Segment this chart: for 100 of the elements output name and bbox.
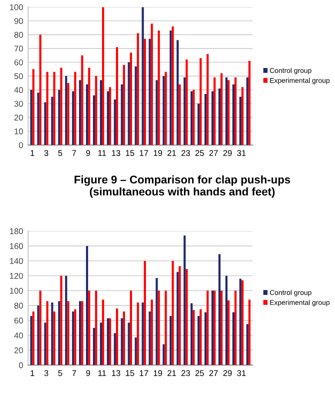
bar bbox=[206, 290, 209, 366]
x-tick-label: 15 bbox=[126, 370, 134, 376]
x-tick-label: 13 bbox=[112, 150, 120, 156]
bar bbox=[95, 290, 98, 366]
bar bbox=[186, 269, 188, 366]
y-tick-label: 50 bbox=[14, 73, 23, 80]
bar bbox=[100, 322, 102, 366]
bar bbox=[51, 302, 54, 366]
bar bbox=[241, 280, 244, 366]
bar bbox=[211, 91, 214, 146]
x-tick-label: 3 bbox=[44, 370, 48, 376]
bar bbox=[186, 59, 188, 146]
bar bbox=[134, 338, 137, 366]
y-tick-label: 40 bbox=[14, 332, 23, 338]
bar bbox=[241, 87, 244, 146]
bar bbox=[248, 60, 250, 146]
x-tick-label: 19 bbox=[154, 370, 162, 376]
x-tick-label: 1 bbox=[30, 150, 34, 156]
bar bbox=[234, 77, 237, 146]
x-tick-label: 9 bbox=[86, 150, 90, 156]
bar bbox=[206, 54, 209, 146]
bar bbox=[232, 312, 234, 366]
bar bbox=[130, 290, 132, 366]
x-tick-label: 13 bbox=[112, 370, 120, 376]
bar bbox=[178, 84, 181, 146]
y-tick-label: 180 bbox=[10, 228, 23, 234]
bar bbox=[214, 77, 216, 146]
bar bbox=[218, 88, 221, 146]
bar bbox=[122, 311, 126, 366]
y-tick-label: 80 bbox=[14, 32, 23, 38]
bar bbox=[37, 306, 40, 366]
bar bbox=[218, 254, 221, 366]
bar bbox=[200, 58, 202, 146]
bar bbox=[225, 276, 228, 366]
bar bbox=[30, 316, 32, 366]
bar bbox=[100, 80, 102, 146]
x-tick-label: 15 bbox=[126, 150, 134, 156]
bar bbox=[176, 272, 179, 366]
y-tick-label: 140 bbox=[10, 258, 23, 264]
y-tick-label: 0 bbox=[18, 142, 23, 148]
bar bbox=[81, 55, 84, 146]
y-tick-label: 70 bbox=[14, 46, 23, 52]
x-tick-label: 9 bbox=[86, 370, 90, 376]
bar bbox=[114, 333, 116, 366]
bar bbox=[72, 91, 74, 146]
bar bbox=[39, 34, 42, 146]
x-tick-label: 31 bbox=[237, 150, 246, 156]
bar bbox=[74, 72, 76, 146]
y-tick-label: 60 bbox=[14, 59, 23, 66]
bar bbox=[176, 40, 179, 146]
bar bbox=[46, 72, 48, 146]
bar bbox=[170, 30, 172, 146]
bar bbox=[158, 290, 160, 366]
bar bbox=[102, 7, 104, 146]
bar bbox=[46, 301, 48, 366]
bar bbox=[198, 316, 200, 366]
bar bbox=[136, 33, 139, 146]
y-tick-label: 40 bbox=[14, 87, 23, 93]
bar bbox=[156, 80, 158, 146]
bar bbox=[60, 68, 62, 146]
bar bbox=[184, 236, 186, 366]
x-tick-label: 23 bbox=[181, 370, 190, 376]
bar bbox=[79, 80, 82, 146]
bar bbox=[109, 87, 112, 146]
bar bbox=[170, 316, 172, 366]
x-tick-label: 17 bbox=[140, 370, 148, 376]
bar bbox=[142, 7, 144, 146]
bar bbox=[58, 90, 60, 146]
bar bbox=[92, 95, 96, 146]
bar bbox=[232, 84, 234, 146]
bar bbox=[86, 84, 88, 146]
bar bbox=[88, 68, 90, 146]
bar bbox=[65, 76, 68, 146]
bar bbox=[144, 38, 146, 146]
y-tick-label: 100 bbox=[10, 288, 23, 294]
x-tick-label: 3 bbox=[44, 150, 48, 156]
bar bbox=[67, 82, 70, 146]
bar bbox=[134, 66, 137, 146]
x-tick-label: 11 bbox=[98, 150, 106, 156]
bar bbox=[32, 69, 34, 146]
bar bbox=[200, 309, 202, 366]
bar bbox=[37, 92, 40, 146]
bar bbox=[86, 246, 88, 366]
bar bbox=[106, 318, 109, 366]
x-tick-label: 23 bbox=[181, 150, 190, 156]
bar bbox=[53, 72, 56, 146]
bar bbox=[74, 309, 76, 366]
bar bbox=[102, 300, 104, 366]
x-tick-label: 25 bbox=[195, 370, 204, 376]
bar bbox=[172, 26, 174, 146]
x-tick-label: 17 bbox=[140, 150, 148, 156]
bar bbox=[184, 77, 186, 146]
bar bbox=[214, 290, 216, 366]
bar bbox=[88, 290, 90, 366]
bar bbox=[198, 104, 200, 146]
bar bbox=[58, 301, 60, 366]
bar bbox=[130, 52, 132, 146]
y-tick-label: 10 bbox=[14, 128, 23, 134]
bar bbox=[67, 301, 70, 366]
bar bbox=[51, 96, 54, 146]
